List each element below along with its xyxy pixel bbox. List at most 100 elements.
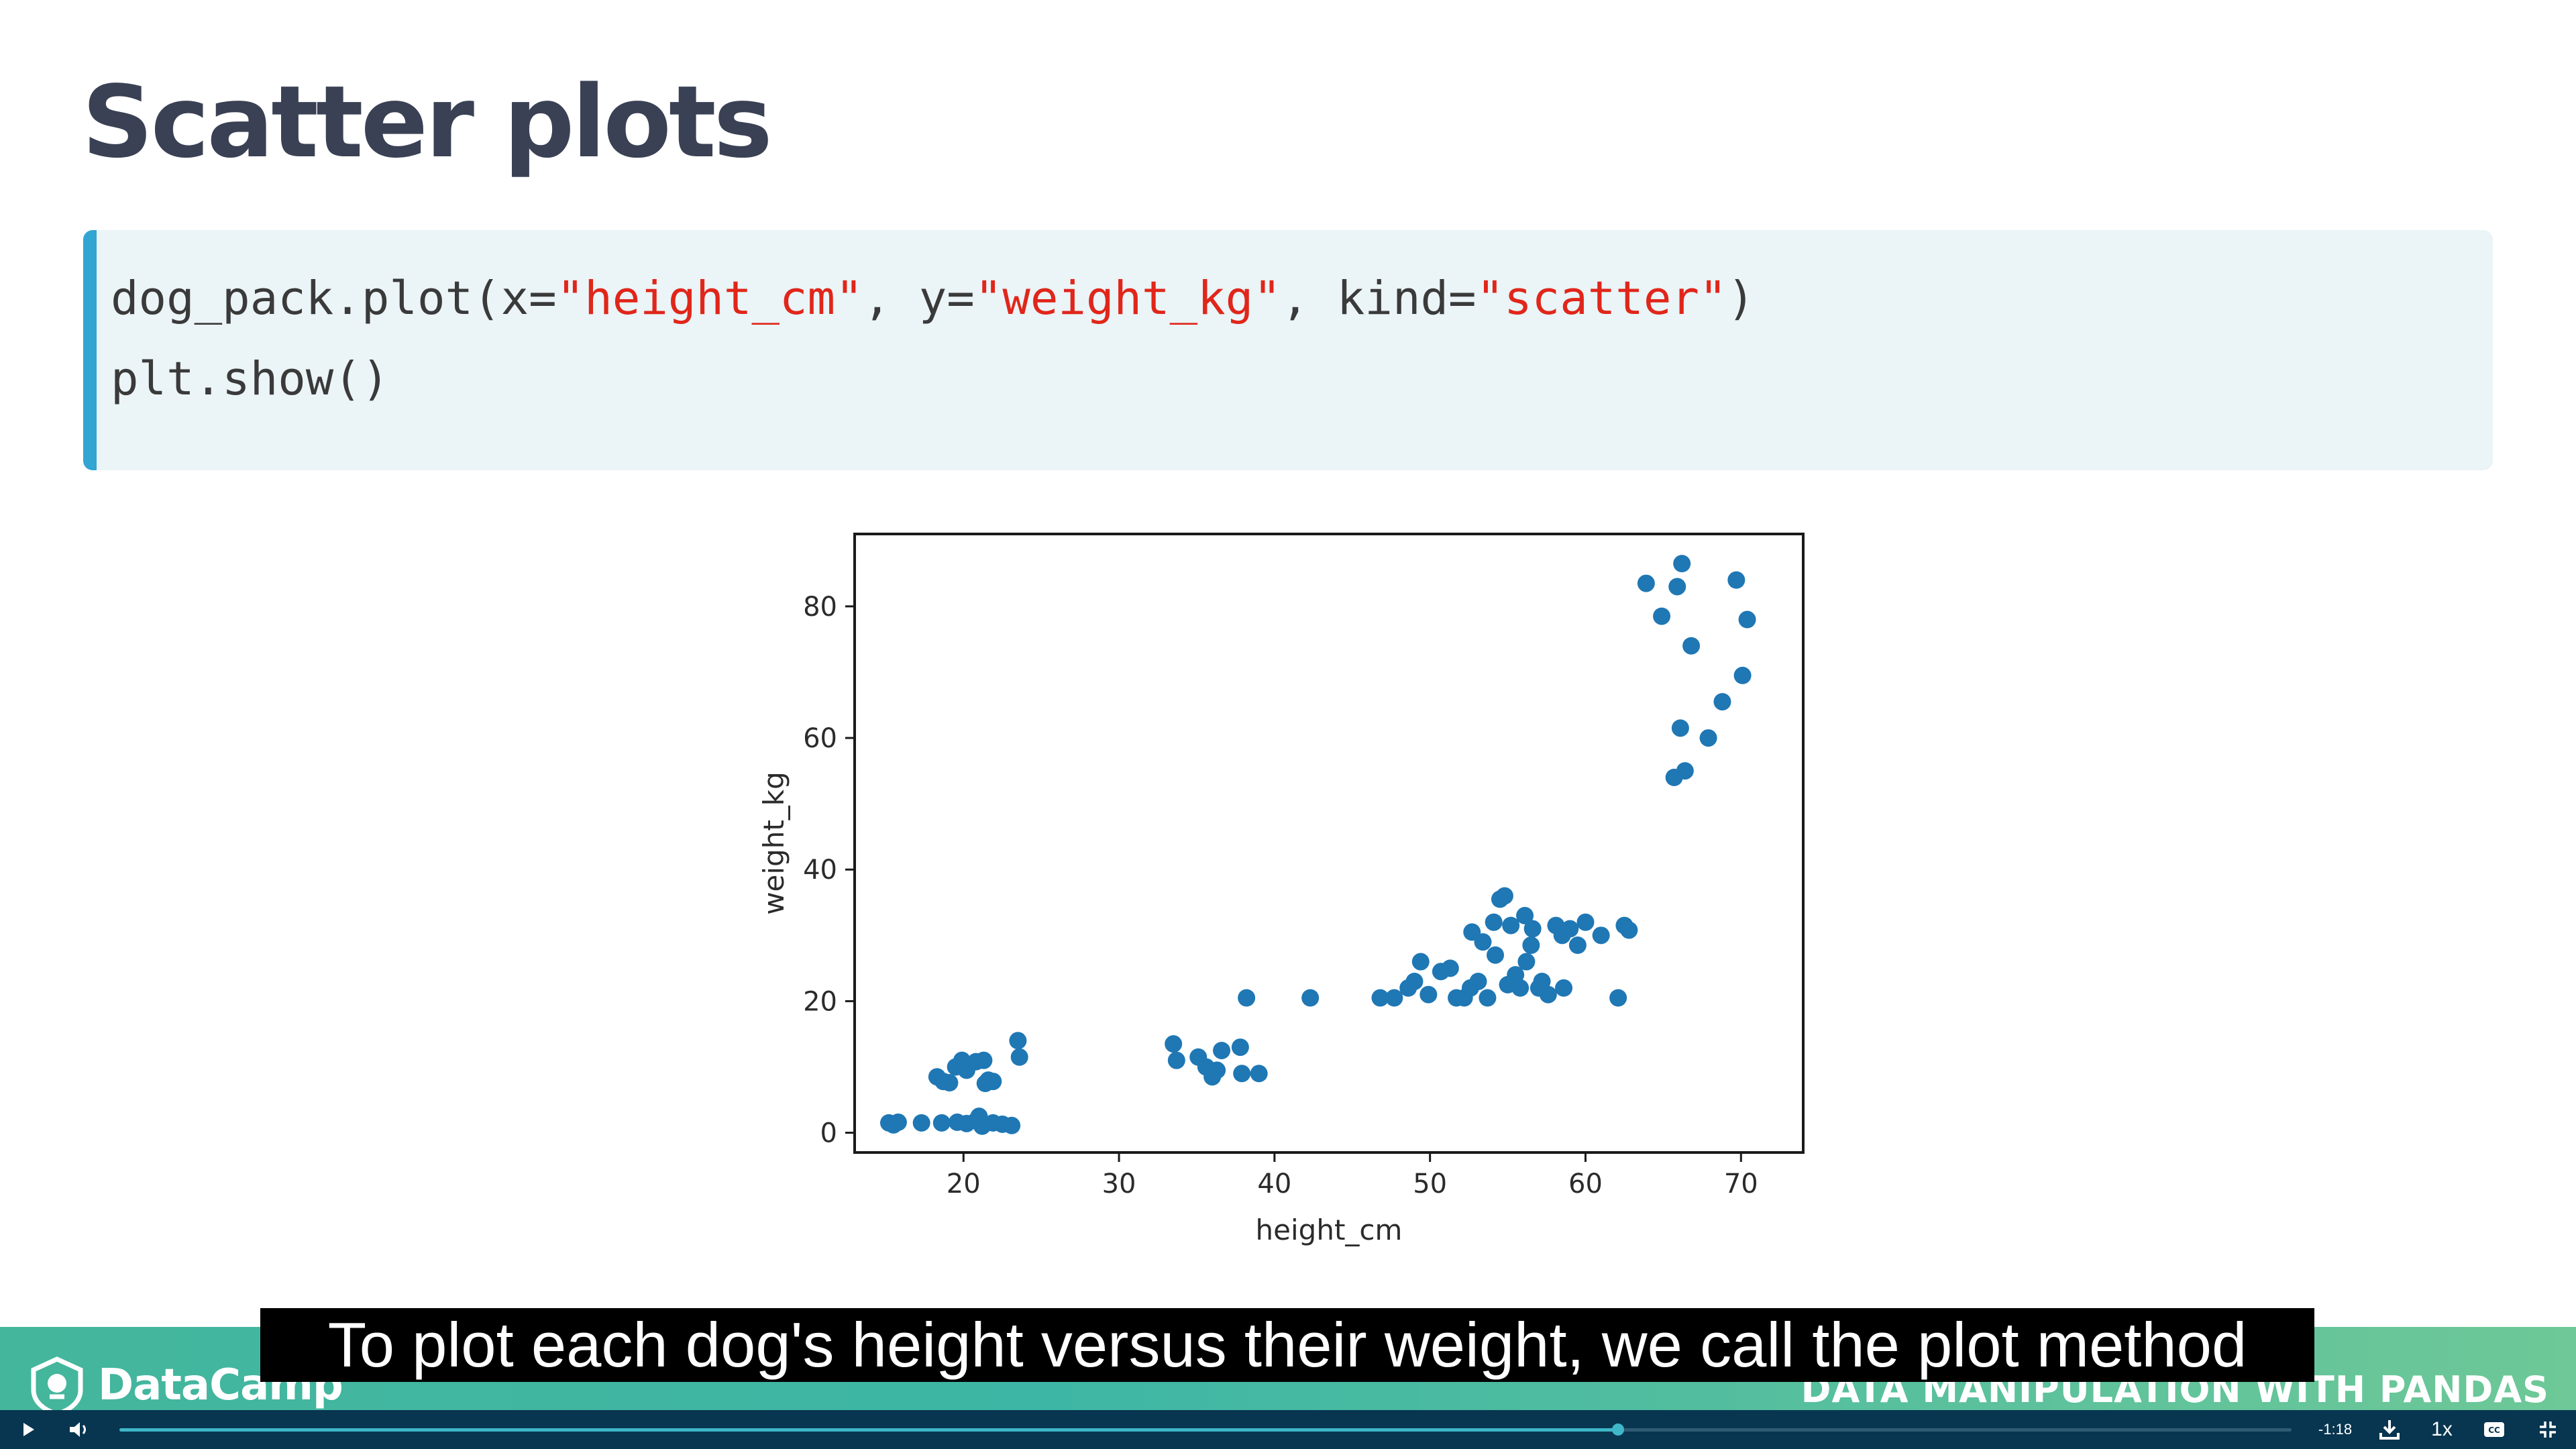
scatter-point (1009, 1032, 1027, 1050)
x-tick-label: 30 (1102, 1169, 1136, 1199)
progress-bar[interactable] (119, 1424, 2292, 1436)
scatter-points (879, 555, 1756, 1135)
scatter-point (1167, 1051, 1185, 1069)
playback-speed-button[interactable]: 1x (2431, 1418, 2453, 1440)
scatter-point (1485, 913, 1503, 931)
scatter-point (1592, 926, 1610, 945)
scatter-point (1474, 933, 1492, 951)
scatter-point (1250, 1065, 1268, 1083)
y-axis-label: weight_kg (757, 771, 790, 915)
exit-fullscreen-icon (2540, 1421, 2556, 1438)
scatter-point (1523, 920, 1542, 938)
x-tick-label: 40 (1257, 1169, 1291, 1199)
fullscreen-button[interactable] (2529, 1410, 2567, 1449)
x-axis: 20 30 40 50 60 70 (947, 1152, 1758, 1199)
scatter-point (1620, 921, 1638, 939)
scatter-point (1555, 979, 1573, 997)
code-string-kind: "scatter" (1476, 272, 1727, 325)
scatter-point (1238, 989, 1256, 1007)
datacamp-icon (31, 1356, 83, 1415)
scatter-point (941, 1074, 959, 1092)
scatter-point (1568, 936, 1587, 955)
scatter-point (1301, 989, 1320, 1007)
scatter-point (1673, 555, 1691, 573)
scatter-point (1637, 574, 1655, 592)
scatter-point (1003, 1116, 1021, 1134)
code-line-plot: dog_pack.plot(x="height_cm", y="weight_k… (111, 268, 1755, 329)
y-tick-label: 60 (803, 723, 837, 754)
progress-handle[interactable] (1612, 1424, 1625, 1436)
code-token: dog_pack.plot(x= (111, 272, 557, 325)
video-controls: -1:18 1x CC (0, 1410, 2576, 1449)
code-string-x: "height_cm" (556, 272, 863, 325)
y-tick-label: 0 (820, 1118, 837, 1149)
scatter-point (1653, 607, 1671, 625)
scatter-point (976, 1075, 994, 1093)
scatter-point (1699, 729, 1717, 747)
scatter-point (1411, 953, 1430, 971)
svg-text:CC: CC (2488, 1426, 2500, 1435)
code-string-y: "weight_kg" (974, 272, 1281, 325)
scatter-point (912, 1114, 930, 1132)
scatter-point (1609, 989, 1627, 1007)
scatter-point (1441, 959, 1459, 977)
scatter-point (1676, 762, 1694, 780)
subtitle-caption: To plot each dog's height versus their w… (260, 1308, 2314, 1382)
plot-frame (853, 533, 1805, 1154)
scatter-point (1010, 1048, 1028, 1066)
time-remaining: -1:18 (2318, 1421, 2353, 1438)
scatter-point (1511, 979, 1529, 997)
scatter-point (1371, 989, 1389, 1007)
scatter-point (1231, 1038, 1249, 1057)
code-block (83, 230, 2493, 470)
progress-fill (119, 1428, 1619, 1432)
scatter-point (1487, 946, 1505, 964)
scatter-point (1502, 916, 1520, 934)
scatter-point (1479, 989, 1497, 1007)
volume-button[interactable] (60, 1410, 98, 1449)
scatter-point (1507, 966, 1525, 984)
scatter-point (975, 1051, 993, 1069)
scatter-point (1495, 887, 1513, 905)
scatter-point (1561, 920, 1579, 938)
play-icon (23, 1423, 34, 1436)
scatter-point (1233, 1065, 1251, 1083)
volume-icon (70, 1422, 86, 1437)
code-token: , y= (863, 272, 975, 325)
y-tick-label: 20 (803, 986, 837, 1017)
scatter-point (1469, 972, 1487, 990)
download-icon (2379, 1420, 2400, 1440)
scatter-point (1668, 578, 1686, 596)
x-tick-label: 50 (1413, 1169, 1447, 1199)
scatter-point (1208, 1061, 1226, 1079)
y-axis: 0 20 40 60 80 (803, 592, 855, 1149)
y-tick-label: 80 (803, 592, 837, 623)
x-tick-label: 70 (1724, 1169, 1758, 1199)
scatter-point (1576, 913, 1595, 931)
y-tick-label: 40 (803, 855, 837, 885)
scatter-point (1419, 985, 1438, 1004)
scatter-point (1522, 936, 1540, 955)
scatter-point (932, 1114, 951, 1132)
code-token: ) (1727, 272, 1755, 325)
scatter-point (1733, 666, 1752, 684)
scatter-point (1165, 1035, 1183, 1053)
scatter-point (1517, 953, 1536, 971)
scatter-point (1682, 637, 1701, 655)
scatter-point (1727, 571, 1746, 589)
captions-button[interactable]: CC (2475, 1410, 2513, 1449)
code-token: , kind= (1281, 272, 1477, 325)
play-button[interactable] (9, 1410, 47, 1449)
x-tick-label: 20 (947, 1169, 981, 1199)
scatter-point (1671, 719, 1689, 737)
scatter-point (889, 1113, 907, 1131)
x-axis-label: height_cm (1256, 1214, 1403, 1246)
code-line-show: plt.show() (111, 352, 390, 406)
download-button[interactable] (2371, 1410, 2408, 1449)
scatter-point (1533, 972, 1551, 990)
scatter-plot: 20 30 40 50 60 70 0 20 40 60 80 height_cm weight_… (757, 533, 1805, 1246)
scatter-point (1539, 985, 1557, 1004)
scatter-point (1516, 906, 1534, 924)
x-tick-label: 60 (1568, 1169, 1603, 1199)
closed-captions-icon: CC (2484, 1422, 2504, 1437)
